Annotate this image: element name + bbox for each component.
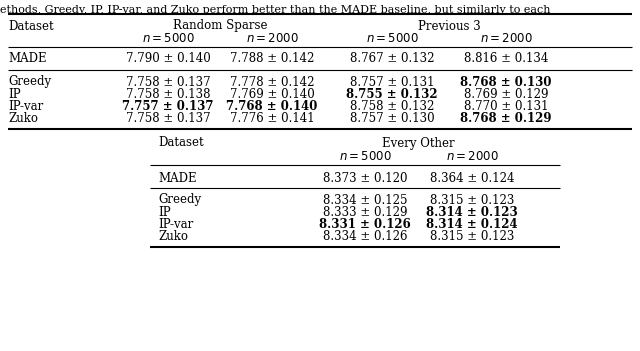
- Text: Zuko: Zuko: [158, 230, 188, 243]
- Text: IP-var: IP-var: [8, 99, 44, 113]
- Text: IP: IP: [158, 205, 171, 219]
- Text: 8.758 ± 0.132: 8.758 ± 0.132: [350, 99, 434, 113]
- Text: 8.315 ± 0.123: 8.315 ± 0.123: [430, 230, 514, 243]
- Text: 8.315 ± 0.123: 8.315 ± 0.123: [430, 193, 514, 206]
- Text: Greedy: Greedy: [8, 75, 51, 88]
- Text: 8.314 ± 0.124: 8.314 ± 0.124: [426, 218, 518, 231]
- Text: 7.776 ± 0.141: 7.776 ± 0.141: [230, 112, 314, 125]
- Text: 8.768 ± 0.130: 8.768 ± 0.130: [460, 75, 552, 88]
- Text: $n = 5000$: $n = 5000$: [365, 32, 419, 45]
- Text: $n = 5000$: $n = 5000$: [339, 150, 392, 163]
- Text: $n = 5000$: $n = 5000$: [141, 32, 195, 45]
- Text: 8.768 ± 0.129: 8.768 ± 0.129: [460, 112, 552, 125]
- Text: 8.767 ± 0.132: 8.767 ± 0.132: [349, 53, 435, 66]
- Text: 7.758 ± 0.137: 7.758 ± 0.137: [125, 75, 211, 88]
- Text: 7.758 ± 0.137: 7.758 ± 0.137: [125, 112, 211, 125]
- Text: 8.769 ± 0.129: 8.769 ± 0.129: [464, 87, 548, 100]
- Text: 8.757 ± 0.131: 8.757 ± 0.131: [349, 75, 435, 88]
- Text: 8.373 ± 0.120: 8.373 ± 0.120: [323, 172, 407, 185]
- Text: 8.333 ± 0.129: 8.333 ± 0.129: [323, 205, 407, 219]
- Text: IP-var: IP-var: [158, 218, 193, 231]
- Text: Previous 3: Previous 3: [418, 20, 481, 33]
- Text: 8.314 ± 0.123: 8.314 ± 0.123: [426, 205, 518, 219]
- Text: Every Other: Every Other: [382, 137, 455, 150]
- Text: 8.755 ± 0.132: 8.755 ± 0.132: [346, 87, 438, 100]
- Text: Random Sparse: Random Sparse: [173, 20, 268, 33]
- Text: 8.334 ± 0.126: 8.334 ± 0.126: [323, 230, 407, 243]
- Text: $n = 2000$: $n = 2000$: [479, 32, 532, 45]
- Text: IP: IP: [8, 87, 20, 100]
- Text: Dataset: Dataset: [8, 20, 54, 33]
- Text: Dataset: Dataset: [158, 137, 204, 150]
- Text: 8.816 ± 0.134: 8.816 ± 0.134: [464, 53, 548, 66]
- Text: $n = 2000$: $n = 2000$: [445, 150, 499, 163]
- Text: MADE: MADE: [8, 53, 47, 66]
- Text: 7.790 ± 0.140: 7.790 ± 0.140: [125, 53, 211, 66]
- Text: 8.334 ± 0.125: 8.334 ± 0.125: [323, 193, 407, 206]
- Text: 7.769 ± 0.140: 7.769 ± 0.140: [230, 87, 314, 100]
- Text: 7.778 ± 0.142: 7.778 ± 0.142: [230, 75, 314, 88]
- Text: $n = 2000$: $n = 2000$: [246, 32, 298, 45]
- Text: 7.788 ± 0.142: 7.788 ± 0.142: [230, 53, 314, 66]
- Text: 8.757 ± 0.130: 8.757 ± 0.130: [349, 112, 435, 125]
- Text: 8.770 ± 0.131: 8.770 ± 0.131: [464, 99, 548, 113]
- Text: 8.331 ± 0.126: 8.331 ± 0.126: [319, 218, 411, 231]
- Text: 7.768 ± 0.140: 7.768 ± 0.140: [227, 99, 317, 113]
- Text: 7.758 ± 0.138: 7.758 ± 0.138: [125, 87, 211, 100]
- Text: Greedy: Greedy: [158, 193, 201, 206]
- Text: MADE: MADE: [158, 172, 196, 185]
- Text: ethods, Greedy, IP, IP-var, and Zuko perform better than the MADE baseline, but : ethods, Greedy, IP, IP-var, and Zuko per…: [0, 5, 550, 15]
- Text: 7.757 ± 0.137: 7.757 ± 0.137: [122, 99, 214, 113]
- Text: 8.364 ± 0.124: 8.364 ± 0.124: [429, 172, 515, 185]
- Text: Zuko: Zuko: [8, 112, 38, 125]
